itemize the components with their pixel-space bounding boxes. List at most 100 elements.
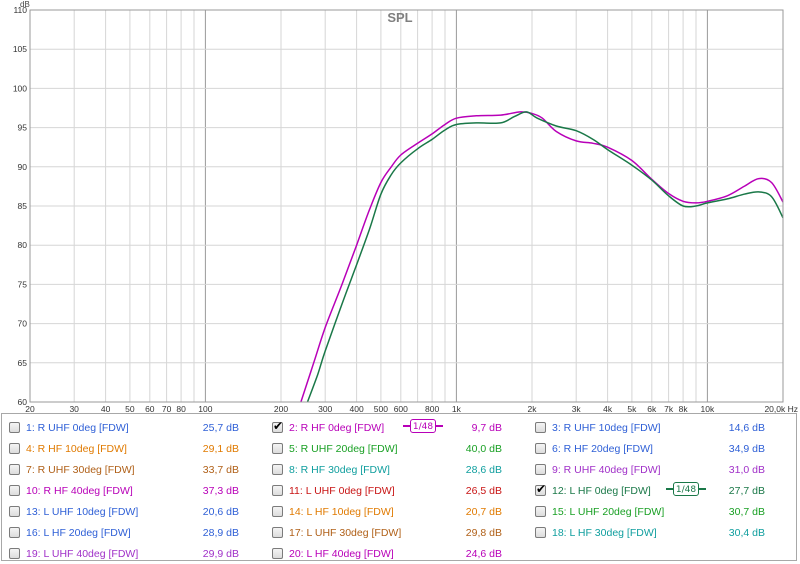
legend-label: 12: L HF 0deg [FDW] bbox=[552, 485, 651, 497]
legend-value: 29,9 dB bbox=[202, 548, 239, 560]
legend-value: 28,6 dB bbox=[465, 464, 502, 476]
legend-label: 17: L UHF 30deg [FDW] bbox=[289, 527, 402, 539]
legend-item[interactable]: 13: L UHF 10deg [FDW] 20,6 dB bbox=[7, 501, 262, 522]
legend-label: 15: L UHF 20deg [FDW] bbox=[552, 506, 665, 518]
legend-item[interactable]: 6: R HF 20deg [FDW] 34,9 dB bbox=[533, 438, 788, 459]
legend-checkbox[interactable] bbox=[272, 485, 283, 496]
x-tick-labels: 20 30 40 50 60 70 80 100 200 300 400 500 600 800 1k 2k 3… bbox=[25, 404, 798, 414]
legend-panel: 1: R UHF 0deg [FDW] 25,7 dB 2: R HF 0deg [… bbox=[1, 413, 797, 561]
y-tick-labels: 60 65 70 75 80 85 90 95 100 105 110 bbox=[13, 5, 27, 407]
legend-checkbox[interactable] bbox=[9, 443, 20, 454]
legend-label: 19: L UHF 40deg [FDW] bbox=[26, 548, 139, 560]
legend-checkbox[interactable] bbox=[9, 506, 20, 517]
legend-checkbox[interactable] bbox=[9, 422, 20, 433]
legend-value: 30,7 dB bbox=[728, 506, 765, 518]
legend-item[interactable]: 4: R HF 10deg [FDW] 29,1 dB bbox=[7, 438, 262, 459]
legend-checkbox[interactable] bbox=[272, 506, 283, 517]
legend-label: 16: L HF 20deg [FDW] bbox=[26, 527, 131, 539]
legend-checkbox[interactable] bbox=[272, 527, 283, 538]
legend-label: 7: R UHF 30deg [FDW] bbox=[26, 464, 135, 476]
legend-item[interactable]: 20: L HF 40deg [FDW] 24,6 dB bbox=[270, 543, 525, 564]
legend-item[interactable]: 15: L UHF 20deg [FDW] 30,7 dB bbox=[533, 501, 788, 522]
legend-item[interactable]: 3: R UHF 10deg [FDW] 14,6 dB bbox=[533, 417, 788, 438]
legend-checkbox[interactable] bbox=[535, 443, 546, 454]
legend-value: 29,1 dB bbox=[202, 443, 239, 455]
y-tick-label: 100 bbox=[13, 83, 27, 93]
legend-checkbox[interactable] bbox=[9, 527, 20, 538]
legend-item[interactable]: 8: R HF 30deg [FDW] 28,6 dB bbox=[270, 459, 525, 480]
x-tick-label: 4k bbox=[603, 404, 613, 414]
legend-label: 8: R HF 30deg [FDW] bbox=[289, 464, 390, 476]
legend-checkbox[interactable] bbox=[535, 527, 546, 538]
x-tick-label: 70 bbox=[162, 404, 172, 414]
chart-title: SPL bbox=[387, 10, 412, 25]
x-tick-label: 30 bbox=[69, 404, 79, 414]
legend-checkbox[interactable] bbox=[535, 464, 546, 475]
x-tick-label: 300 bbox=[318, 404, 332, 414]
x-tick-label: 800 bbox=[425, 404, 439, 414]
legend-label: 20: L HF 40deg [FDW] bbox=[289, 548, 394, 560]
y-tick-label: 110 bbox=[13, 5, 27, 15]
legend-checkbox[interactable] bbox=[9, 485, 20, 496]
y-tick-label: 95 bbox=[18, 123, 28, 133]
legend-value: 26,5 dB bbox=[465, 485, 502, 497]
legend-checkbox[interactable] bbox=[9, 464, 20, 475]
legend-value: 34,9 dB bbox=[728, 443, 765, 455]
legend-item[interactable]: 19: L UHF 40deg [FDW] 29,9 dB bbox=[7, 543, 262, 564]
x-tick-label: 5k bbox=[627, 404, 637, 414]
legend-checkbox[interactable] bbox=[9, 548, 20, 559]
legend-item[interactable]: 5: R UHF 20deg [FDW] 40,0 dB bbox=[270, 438, 525, 459]
smoothing-indicator[interactable]: 1/48 bbox=[403, 419, 443, 433]
smoothing-indicator[interactable]: 1/48 bbox=[666, 482, 706, 496]
x-tick-label: 200 bbox=[274, 404, 288, 414]
x-tick-label: 80 bbox=[176, 404, 186, 414]
legend-checkbox[interactable] bbox=[535, 482, 546, 496]
legend-value: 25,7 dB bbox=[202, 422, 239, 434]
legend-checkbox[interactable] bbox=[272, 464, 283, 475]
legend-checkbox[interactable] bbox=[535, 422, 546, 433]
plot-frame bbox=[29, 9, 784, 403]
x-tick-label: 20 bbox=[25, 404, 35, 414]
legend-label: 13: L UHF 10deg [FDW] bbox=[26, 506, 139, 518]
spl-chart-svg: 60 65 70 75 80 85 90 95 100 105 110 20 30 40 50 60 70 80… bbox=[13, 0, 798, 414]
legend-checkbox[interactable] bbox=[272, 548, 283, 559]
legend-item[interactable]: 14: L HF 10deg [FDW] 20,7 dB bbox=[270, 501, 525, 522]
y-tick-label: 105 bbox=[13, 44, 27, 54]
legend-checkbox[interactable] bbox=[272, 443, 283, 454]
legend-item[interactable]: 9: R UHF 40deg [FDW] 31,0 dB bbox=[533, 459, 788, 480]
legend-item[interactable]: 7: R UHF 30deg [FDW] 33,7 dB bbox=[7, 459, 262, 480]
series-layer bbox=[300, 111, 784, 403]
x-tick-label: 6k bbox=[647, 404, 657, 414]
legend-value: 30,4 dB bbox=[728, 527, 765, 539]
legend-item[interactable]: 12: L HF 0deg [FDW] 1/48 27,7 dB bbox=[533, 480, 788, 501]
x-tick-label: 7k bbox=[664, 404, 674, 414]
legend-value: 20,6 dB bbox=[202, 506, 239, 518]
legend-label: 1: R UHF 0deg [FDW] bbox=[26, 422, 129, 434]
legend-item[interactable]: 10: R HF 40deg [FDW] 37,3 dB bbox=[7, 480, 262, 501]
legend-item[interactable]: 2: R HF 0deg [FDW] 1/48 9,7 dB bbox=[270, 417, 525, 438]
y-tick-label: 85 bbox=[18, 201, 28, 211]
series-line-2[interactable] bbox=[306, 111, 784, 403]
legend-value: 9,7 dB bbox=[471, 422, 502, 434]
legend-checkbox[interactable] bbox=[535, 506, 546, 517]
x-tick-label: 500 bbox=[374, 404, 388, 414]
x-tick-label: 10k bbox=[701, 404, 715, 414]
y-tick-label: 80 bbox=[18, 240, 28, 250]
x-tick-label: 20,0k Hz bbox=[764, 404, 798, 414]
legend-value: 24,6 dB bbox=[465, 548, 502, 560]
y-tick-label: 90 bbox=[18, 162, 28, 172]
y-tick-label: 60 bbox=[18, 397, 28, 407]
x-tick-label: 3k bbox=[572, 404, 582, 414]
series-line-1[interactable] bbox=[300, 111, 784, 403]
legend-label: 14: L HF 10deg [FDW] bbox=[289, 506, 394, 518]
spl-chart[interactable]: 60 65 70 75 80 85 90 95 100 105 110 20 30 40 50 60 70 80… bbox=[0, 0, 800, 414]
legend-item[interactable]: 18: L HF 30deg [FDW] 30,4 dB bbox=[533, 522, 788, 543]
legend-item[interactable]: 17: L UHF 30deg [FDW] 29,8 dB bbox=[270, 522, 525, 543]
legend-item[interactable]: 16: L HF 20deg [FDW] 28,9 dB bbox=[7, 522, 262, 543]
legend-item[interactable]: 1: R UHF 0deg [FDW] 25,7 dB bbox=[7, 417, 262, 438]
x-tick-label: 8k bbox=[679, 404, 689, 414]
legend-label: 18: L HF 30deg [FDW] bbox=[552, 527, 657, 539]
legend-label: 4: R HF 10deg [FDW] bbox=[26, 443, 127, 455]
legend-checkbox[interactable] bbox=[272, 419, 283, 433]
legend-item[interactable]: 11: L UHF 0deg [FDW] 26,5 dB bbox=[270, 480, 525, 501]
